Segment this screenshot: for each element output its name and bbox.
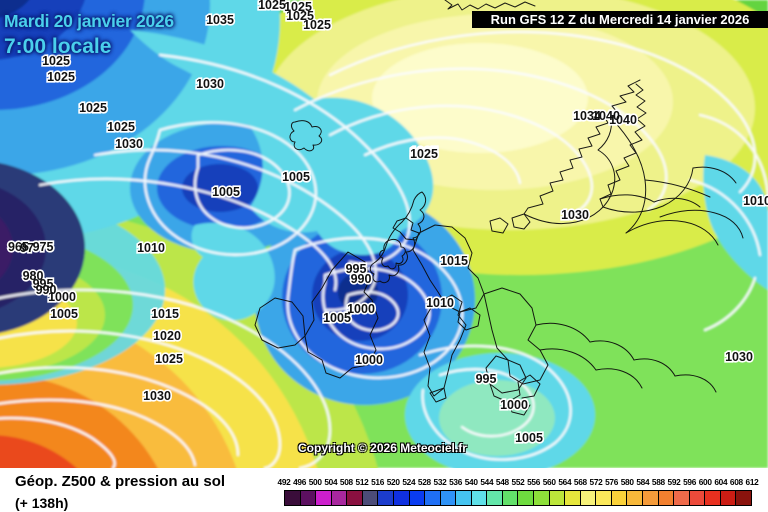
svg-text:1025: 1025 — [47, 70, 75, 84]
svg-text:1000: 1000 — [500, 398, 528, 412]
svg-text:1025: 1025 — [410, 147, 438, 161]
svg-text:1005: 1005 — [212, 185, 240, 199]
svg-text:1005: 1005 — [282, 170, 310, 184]
svg-text:1025: 1025 — [155, 352, 183, 366]
svg-text:1010: 1010 — [743, 194, 768, 208]
svg-text:990: 990 — [351, 272, 372, 286]
svg-text:1040: 1040 — [609, 113, 637, 127]
svg-text:1015: 1015 — [440, 254, 468, 268]
svg-text:1005: 1005 — [50, 307, 78, 321]
svg-text:1005: 1005 — [323, 311, 351, 325]
svg-text:1015: 1015 — [151, 307, 179, 321]
svg-text:1000: 1000 — [355, 353, 383, 367]
svg-text:1030: 1030 — [115, 137, 143, 151]
svg-text:1030: 1030 — [561, 208, 589, 222]
svg-text:1030: 1030 — [725, 350, 753, 364]
svg-text:995: 995 — [476, 372, 497, 386]
svg-text:1025: 1025 — [107, 120, 135, 134]
svg-text:1025: 1025 — [79, 101, 107, 115]
svg-text:1025: 1025 — [303, 18, 331, 32]
svg-text:1020: 1020 — [153, 329, 181, 343]
svg-text:1035: 1035 — [206, 13, 234, 27]
svg-text:1005: 1005 — [515, 431, 543, 445]
svg-text:1000: 1000 — [347, 302, 375, 316]
svg-text:1030: 1030 — [196, 77, 224, 91]
svg-text:975: 975 — [33, 240, 54, 254]
svg-text:1030: 1030 — [143, 389, 171, 403]
svg-text:1010: 1010 — [137, 241, 165, 255]
svg-text:1025: 1025 — [258, 0, 286, 12]
svg-text:1000: 1000 — [48, 290, 76, 304]
svg-text:1010: 1010 — [426, 296, 454, 310]
